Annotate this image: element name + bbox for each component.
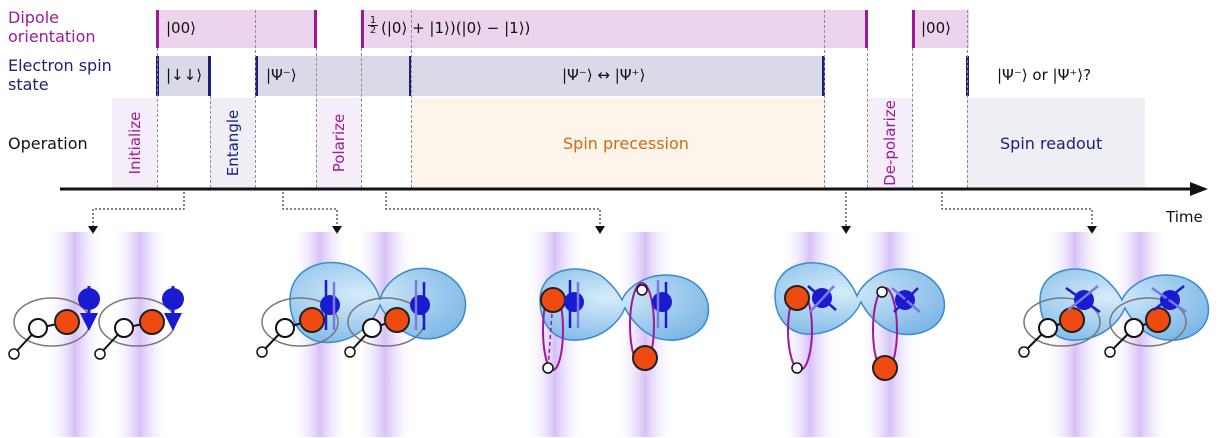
guide-line (316, 48, 317, 188)
operation-label: Operation (8, 134, 88, 153)
op-readout-block (967, 98, 1145, 190)
op-entangle-block (210, 98, 255, 190)
dipole-state-2-fraction: 1 2 (368, 15, 378, 36)
time-axis-arrowhead (1190, 182, 1208, 196)
electron-cloud (774, 262, 946, 336)
panel-polarized (539, 268, 710, 374)
fraction-denominator: 2 (369, 25, 377, 36)
guide-line (210, 96, 211, 188)
panel-initialize (8, 286, 184, 360)
spin-state-3: |Ψ⁻⟩ ↔ |Ψ⁺⟩ (562, 66, 646, 84)
op-precession-label: Spin precession (563, 134, 689, 153)
spin-bar-3 (411, 56, 825, 96)
dipole-bar-2 (361, 10, 868, 48)
molecule-1b (94, 286, 184, 360)
dipole-state-1: |00⟩ (166, 19, 196, 37)
spin-state-2: |Ψ⁻⟩ (266, 66, 297, 84)
dipole-state-3: |00⟩ (921, 19, 951, 37)
op-initialize-block (112, 98, 157, 190)
spin-bar-1 (156, 56, 211, 96)
guide-line (967, 10, 968, 188)
spin-state-1: |↓↓⟩ (166, 66, 203, 84)
panel-depolarize (774, 262, 946, 381)
guide-line (411, 10, 412, 188)
op-readout-label: Spin readout (1000, 134, 1103, 153)
op-polarize-block (316, 98, 361, 190)
dipole-bar-3 (912, 10, 969, 48)
dipole-orientation-label: Dipole orientation (8, 8, 96, 46)
laser-beams (45, 232, 1170, 437)
molecule-1a (8, 286, 100, 360)
dipole-bar-1 (156, 10, 317, 48)
time-axis-label: Time (1166, 208, 1203, 226)
callout-connectors (92, 192, 1093, 228)
spin-state-4: |Ψ⁻⟩ or |Ψ⁺⟩? (997, 66, 1092, 84)
panel-readout (1018, 268, 1210, 358)
dipole-state-2: (|0⟩ + |1⟩)(|0⟩ − |1⟩) (381, 19, 531, 37)
op-depolarize-block (867, 98, 912, 190)
guide-line (361, 48, 362, 188)
guide-line (867, 48, 868, 188)
panel-entangle (256, 261, 467, 358)
electron-spin-label: Electron spin state (8, 56, 112, 94)
guide-line (824, 10, 825, 188)
fraction-numerator: 1 (368, 15, 378, 26)
spin-bar-2 (255, 56, 412, 96)
op-precession-block (411, 98, 824, 190)
guide-line (255, 10, 256, 188)
guide-line (912, 48, 913, 188)
guide-line (157, 48, 158, 188)
callout-arrowheads (88, 226, 1097, 234)
